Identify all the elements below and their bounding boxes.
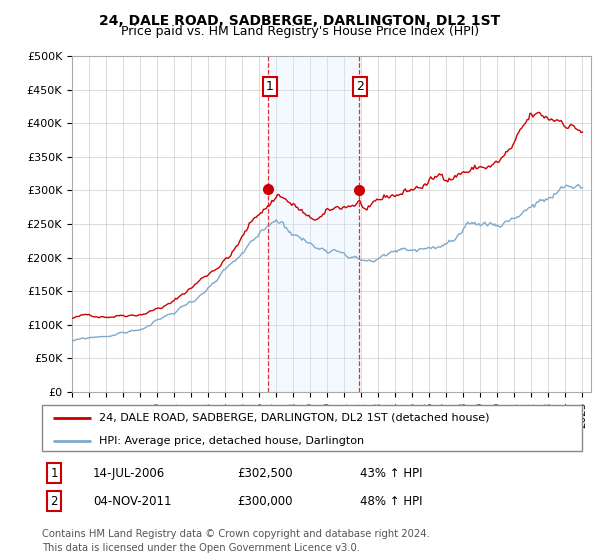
Text: 1: 1 (266, 80, 274, 93)
Bar (268, 56, 359, 392)
Text: £302,500: £302,500 (237, 466, 293, 480)
Text: This data is licensed under the Open Government Licence v3.0.: This data is licensed under the Open Gov… (42, 543, 360, 553)
Text: 2: 2 (356, 80, 364, 93)
Text: 48% ↑ HPI: 48% ↑ HPI (360, 494, 422, 508)
Text: £300,000: £300,000 (237, 494, 293, 508)
Text: 43% ↑ HPI: 43% ↑ HPI (360, 466, 422, 480)
Text: 14-JUL-2006: 14-JUL-2006 (93, 466, 165, 480)
Text: 24, DALE ROAD, SADBERGE, DARLINGTON, DL2 1ST: 24, DALE ROAD, SADBERGE, DARLINGTON, DL2… (100, 14, 500, 28)
Text: Contains HM Land Registry data © Crown copyright and database right 2024.: Contains HM Land Registry data © Crown c… (42, 529, 430, 539)
Text: 2: 2 (50, 494, 58, 508)
Text: 24, DALE ROAD, SADBERGE, DARLINGTON, DL2 1ST (detached house): 24, DALE ROAD, SADBERGE, DARLINGTON, DL2… (98, 413, 489, 423)
Text: Price paid vs. HM Land Registry's House Price Index (HPI): Price paid vs. HM Land Registry's House … (121, 25, 479, 38)
Text: 04-NOV-2011: 04-NOV-2011 (93, 494, 172, 508)
FancyBboxPatch shape (42, 405, 582, 451)
Text: HPI: Average price, detached house, Darlington: HPI: Average price, detached house, Darl… (98, 436, 364, 446)
Text: 1: 1 (50, 466, 58, 480)
